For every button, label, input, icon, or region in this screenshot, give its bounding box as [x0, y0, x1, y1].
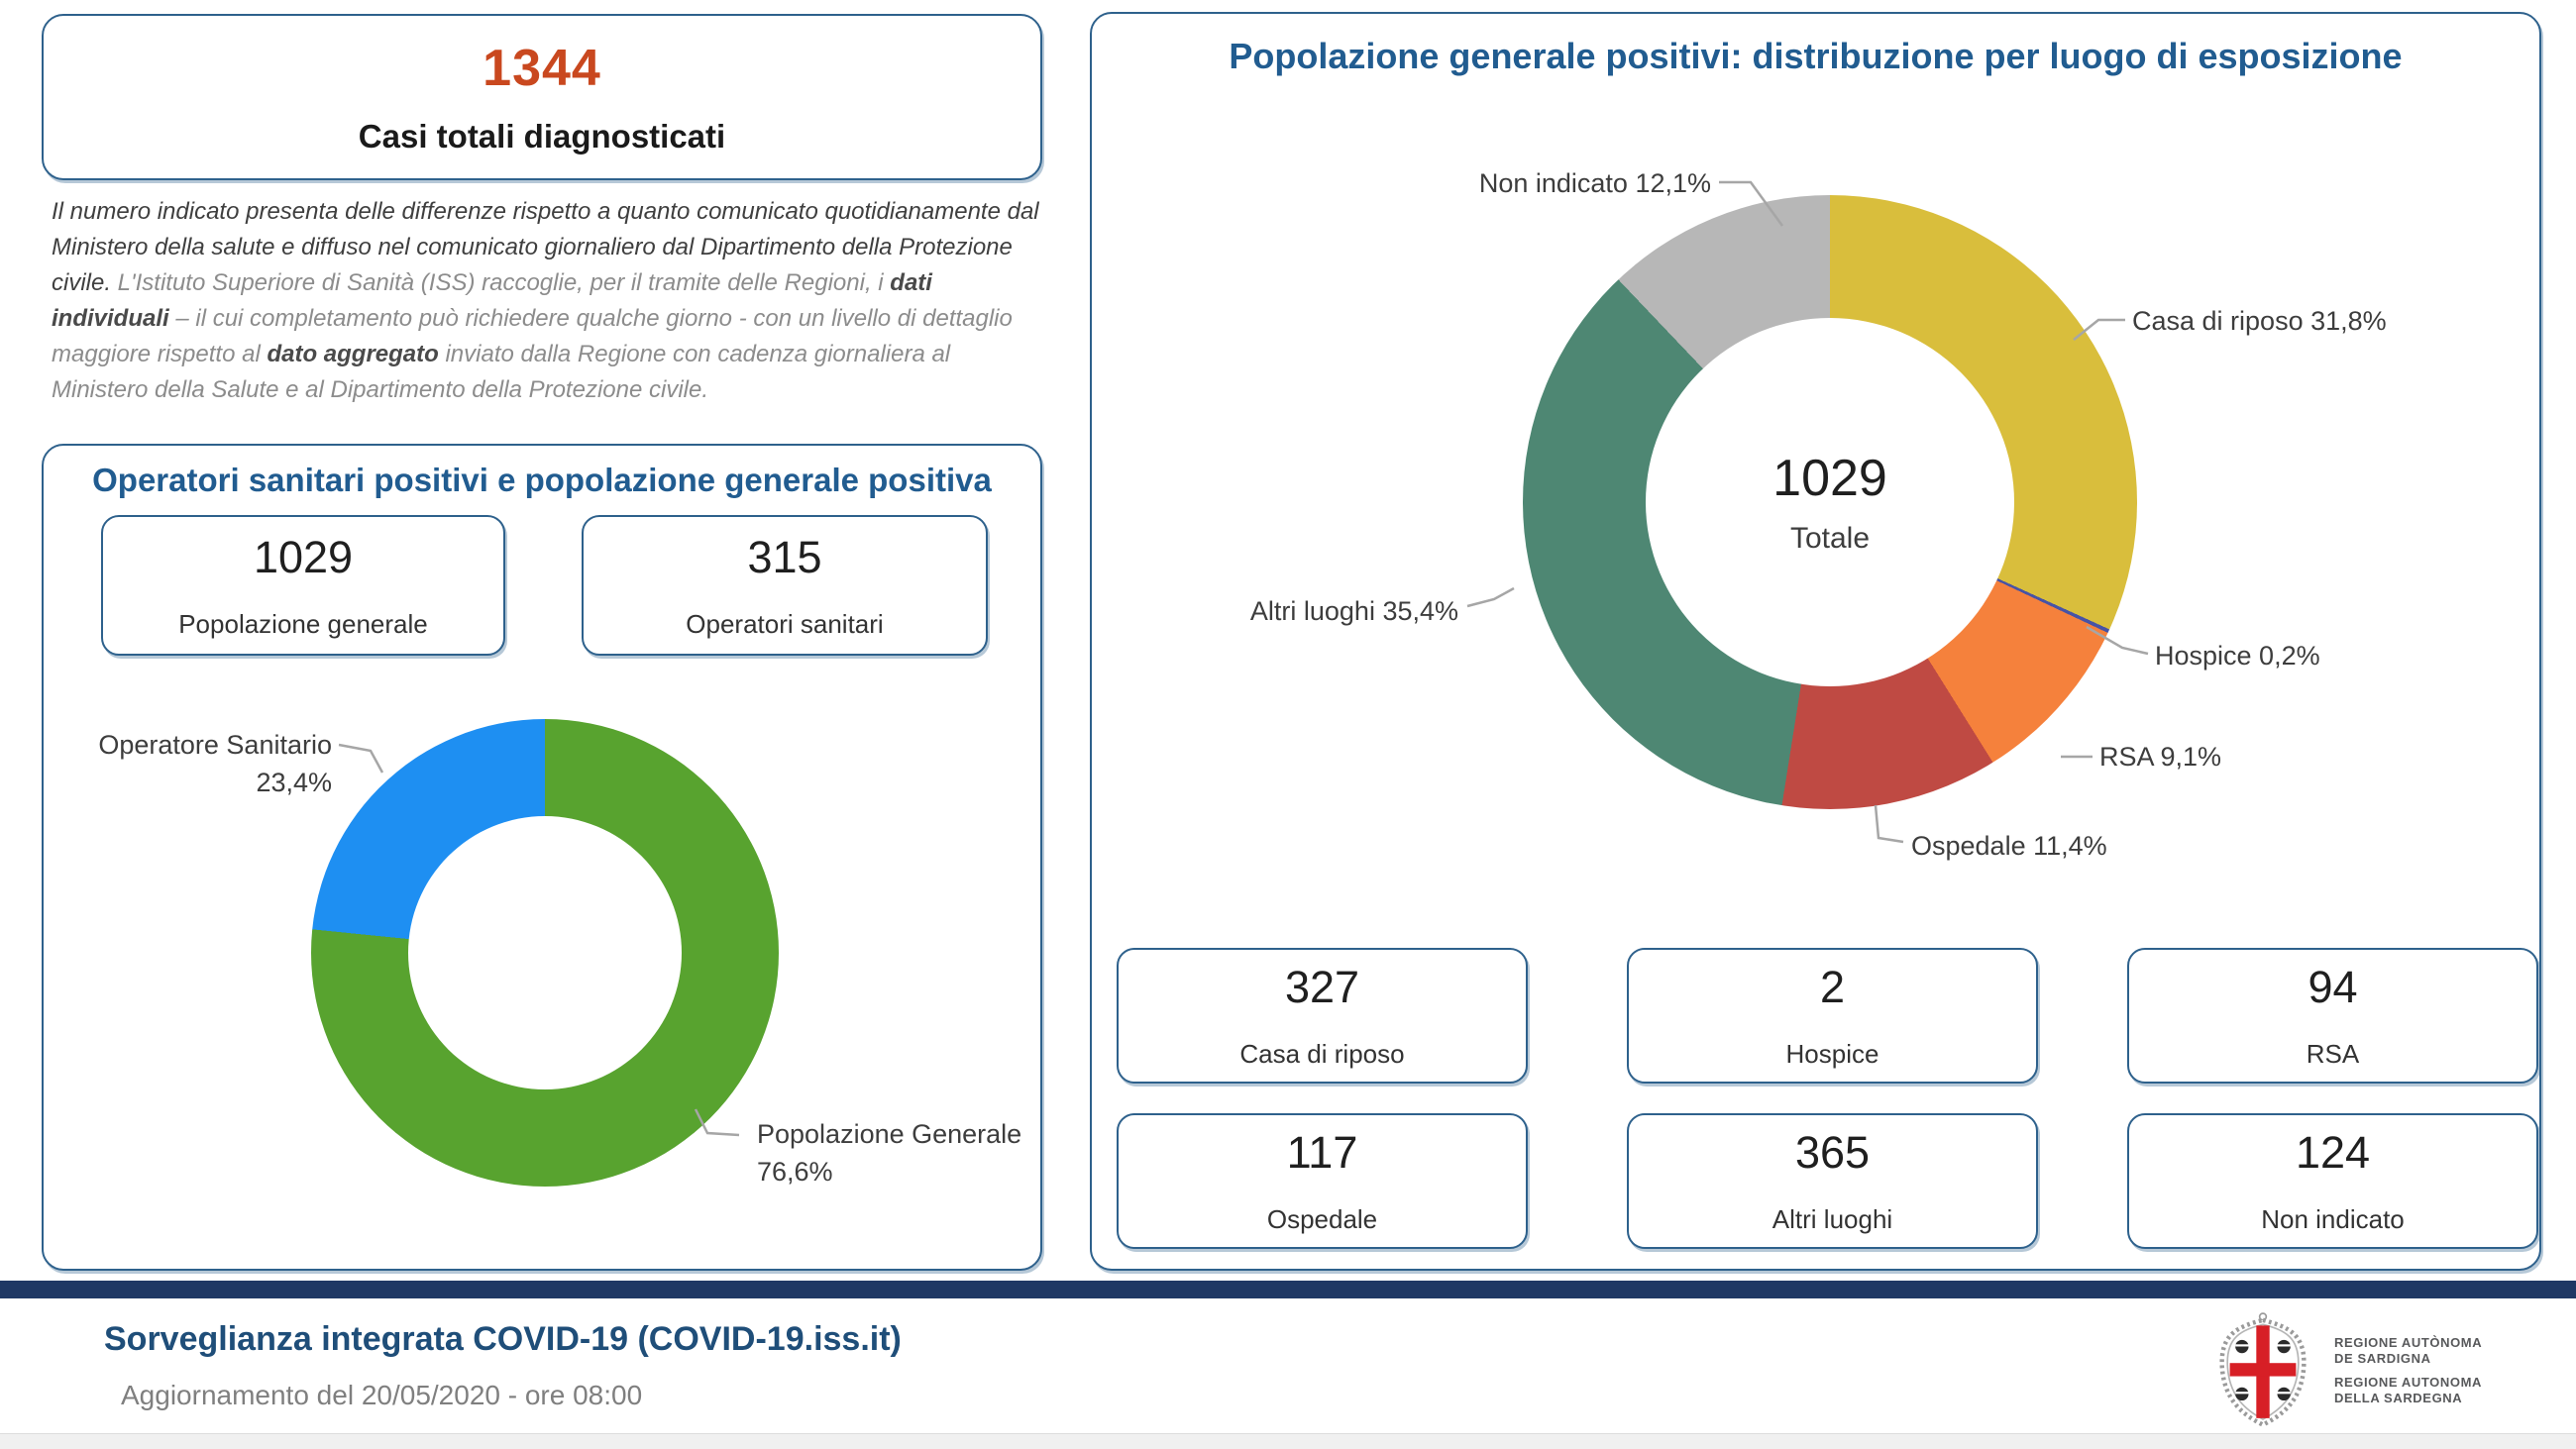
stat-value: 124: [2295, 1127, 2371, 1178]
donut-center-value: 1029: [1772, 450, 1887, 507]
stat-label: Hospice: [1785, 1039, 1879, 1069]
stat-card-rsa[interactable]: 94 RSA: [2127, 948, 2538, 1084]
stat-label: Popolazione generale: [178, 608, 428, 639]
donut-hole: [408, 816, 682, 1089]
sardinia-crest-icon: [2219, 1312, 2307, 1428]
stat-value: 365: [1794, 1127, 1871, 1178]
logo-line: della Sardegna: [2334, 1391, 2463, 1405]
stat-value: 94: [2308, 962, 2358, 1012]
stat-value: 327: [1284, 962, 1360, 1012]
stat-label: Non indicato: [2261, 1204, 2405, 1234]
right-panel-title: Popolazione generale positivi: distribuz…: [1229, 36, 2403, 76]
callout-line: Popolazione Generale: [757, 1119, 1022, 1149]
right-panel-esposizione: Popolazione generale positivi: distribuz…: [1090, 12, 2541, 1271]
left-panel-operatori: Operatori sanitari positivi e popolazion…: [42, 444, 1042, 1271]
footer-title: Sorveglianza integrata COVID-19 (COVID-1…: [104, 1320, 902, 1358]
callout-rsa: RSA 9,1%: [2099, 742, 2222, 772]
logo-line: Regione Autonoma: [2334, 1375, 2482, 1390]
stat-card-altri-luoghi[interactable]: 365 Altri luoghi: [1627, 1113, 2038, 1249]
callout-casa-di-riposo: Casa di riposo 31,8%: [2132, 306, 2387, 336]
intro-part2-mid: – il cui completamento può richiedere qu…: [52, 305, 1013, 367]
total-cases-value: 1344: [483, 40, 601, 97]
callout-altri-luoghi: Altri luoghi 35,4%: [1249, 596, 1458, 626]
intro-bold1: dati individuali: [52, 269, 932, 332]
callout-operatore-sanitario: Operatore Sanitario 23,4%: [73, 726, 332, 801]
stat-card-hospice[interactable]: 2 Hospice: [1627, 948, 2038, 1084]
logo-line: de Sardigna: [2334, 1351, 2431, 1366]
bottom-strip: [0, 1433, 2576, 1449]
total-cases-card[interactable]: 1344 Casi totali diagnosticati: [42, 14, 1042, 180]
stat-card-ospedale[interactable]: 117 Ospedale: [1117, 1113, 1528, 1249]
regione-sardegna-logo: Regione Autònoma de Sardigna Regione Aut…: [2207, 1312, 2482, 1429]
stat-label: RSA: [2306, 1039, 2360, 1069]
stat-label: Operatori sanitari: [686, 608, 884, 639]
stat-value: 2: [1819, 962, 1846, 1012]
logo-text: Regione Autònoma de Sardigna Regione Aut…: [2334, 1335, 2482, 1406]
stat-card-popolazione-generale[interactable]: 1029 Popolazione generale: [101, 515, 505, 656]
stat-card-casa-di-riposo[interactable]: 327 Casa di riposo: [1117, 948, 1528, 1084]
callout-ospedale: Ospedale 11,4%: [1911, 831, 2107, 861]
stat-card-operatori-sanitari[interactable]: 315 Operatori sanitari: [582, 515, 988, 656]
donut-chart-esposizione[interactable]: 1029 Totale: [1523, 195, 2137, 809]
total-cases-label: Casi totali diagnosticati: [358, 118, 726, 155]
intro-bold2: dato aggregato: [267, 341, 439, 367]
stat-value: 1029: [253, 531, 354, 582]
callout-line: 76,6%: [757, 1157, 833, 1187]
intro-part1: Il numero indicato presenta delle differ…: [52, 198, 1039, 296]
callout-line: 23,4%: [256, 768, 332, 797]
stat-label: Altri luoghi: [1771, 1204, 1893, 1234]
stat-value: 315: [747, 531, 822, 582]
footer-update-timestamp: Aggiornamento del 20/05/2020 - ore 08:00: [121, 1380, 643, 1410]
stat-value: 117: [1286, 1127, 1358, 1178]
intro-part2-pre: L'Istituto Superiore di Sanità (ISS) rac…: [111, 269, 891, 296]
callout-line: Operatore Sanitario: [98, 730, 332, 760]
intro-part2-post: inviato dalla Regione con cadenza giorna…: [52, 341, 951, 403]
callout-hospice: Hospice 0,2%: [2155, 641, 2320, 671]
donut-center-label: Totale: [1789, 522, 1871, 555]
stat-label: Casa di riposo: [1239, 1039, 1405, 1069]
donut-hole: 1029 Totale: [1646, 318, 2014, 686]
logo-line: Regione Autònoma: [2334, 1335, 2483, 1350]
callout-popolazione-generale: Popolazione Generale 76,6%: [757, 1115, 1054, 1190]
callout-non-indicato: Non indicato 12,1%: [1478, 168, 1711, 198]
stat-label: Ospedale: [1266, 1204, 1378, 1234]
intro-paragraph: Il numero indicato presenta delle differ…: [52, 194, 1044, 408]
footer-separator-bar: [0, 1281, 2576, 1298]
footer: Sorveglianza integrata COVID-19 (COVID-1…: [0, 1298, 2576, 1433]
left-panel-title: Operatori sanitari positivi e popolazion…: [92, 462, 992, 498]
stat-card-non-indicato[interactable]: 124 Non indicato: [2127, 1113, 2538, 1249]
donut-chart-operatori[interactable]: [311, 719, 779, 1187]
